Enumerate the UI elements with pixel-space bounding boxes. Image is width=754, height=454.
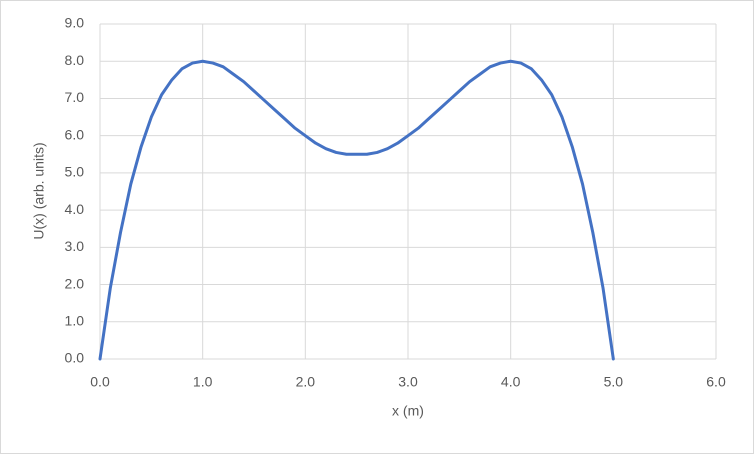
x-tick-label: 1.0 bbox=[193, 374, 213, 390]
x-tick-label: 0.0 bbox=[90, 374, 110, 390]
x-tick-label: 5.0 bbox=[604, 374, 624, 390]
x-tick-label: 3.0 bbox=[398, 374, 418, 390]
y-tick-label: 5.0 bbox=[65, 164, 85, 180]
y-tick-label: 9.0 bbox=[65, 15, 85, 31]
y-axis-title: U(x) (arb. units) bbox=[31, 142, 47, 239]
data-line bbox=[98, 59, 615, 361]
x-tick-label: 2.0 bbox=[296, 374, 316, 390]
y-tick-label: 7.0 bbox=[65, 89, 85, 105]
x-tick-label: 4.0 bbox=[501, 374, 521, 390]
y-tick-label: 3.0 bbox=[65, 238, 85, 254]
x-axis-title: x (m) bbox=[392, 403, 424, 419]
y-tick-label: 2.0 bbox=[65, 275, 85, 291]
y-tick-label: 4.0 bbox=[65, 201, 85, 217]
y-tick-label: 6.0 bbox=[65, 126, 85, 142]
y-tick-label: 0.0 bbox=[65, 350, 85, 366]
y-tick-label: 8.0 bbox=[65, 52, 85, 68]
y-tick-label: 1.0 bbox=[65, 312, 85, 328]
x-tick-label: 6.0 bbox=[706, 374, 726, 390]
